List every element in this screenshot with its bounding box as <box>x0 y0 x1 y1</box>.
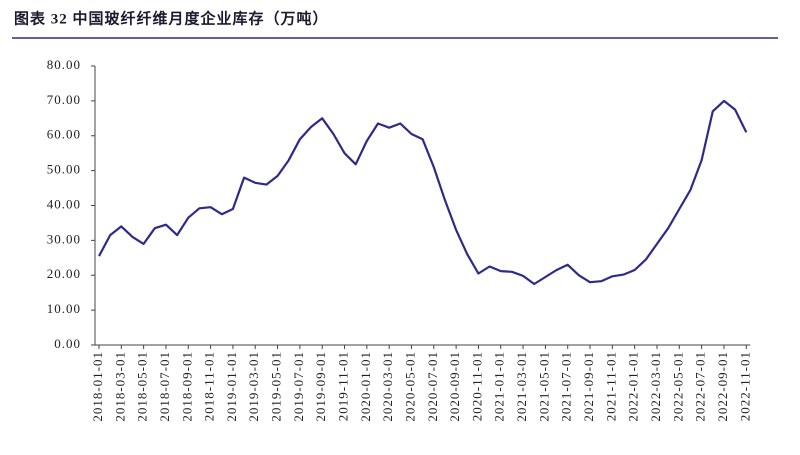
x-tick-label: 2019-01-01 <box>224 351 239 422</box>
x-tick-label: 2021-09-01 <box>581 351 596 422</box>
x-tick-label: 2019-07-01 <box>291 351 306 422</box>
data-line <box>98 99 748 286</box>
y-tick-label: 70.00 <box>47 92 81 107</box>
x-tick-label: 2018-07-01 <box>157 351 172 422</box>
x-tick-label: 2019-09-01 <box>313 351 328 422</box>
x-tick-label: 2020-07-01 <box>425 351 440 422</box>
x-tick-label: 2021-05-01 <box>536 351 551 422</box>
x-tick-label: 2019-11-01 <box>336 351 351 421</box>
x-tick-label: 2020-01-01 <box>358 351 373 422</box>
x-tick-label: 2019-05-01 <box>269 351 284 422</box>
x-tick-label: 2018-11-01 <box>202 351 217 421</box>
x-tick-label: 2020-03-01 <box>380 351 395 422</box>
y-tick-label: 10.00 <box>47 301 81 316</box>
x-tick-label: 2022-05-01 <box>670 351 685 422</box>
y-tick-label: 40.00 <box>47 196 81 211</box>
x-tick-label: 2019-03-01 <box>246 351 261 422</box>
chart-title: 图表 32 中国玻纤纤维月度企业库存（万吨） <box>14 9 329 27</box>
x-tick-label: 2018-09-01 <box>179 351 194 422</box>
y-tick-label: 50.00 <box>47 162 81 177</box>
x-tick-label: 2022-09-01 <box>715 351 730 422</box>
x-tick-label: 2020-09-01 <box>447 351 462 422</box>
x-tick-label: 2020-05-01 <box>402 351 417 422</box>
x-tick-label: 2022-01-01 <box>626 351 641 422</box>
x-tick-label: 2018-05-01 <box>135 351 150 422</box>
y-tick-label: 30.00 <box>47 231 81 246</box>
y-tick-label: 80.00 <box>47 57 81 72</box>
x-tick-label: 2021-07-01 <box>559 351 574 422</box>
x-tick-label: 2022-07-01 <box>693 351 708 422</box>
x-tick-label: 2021-01-01 <box>492 351 507 422</box>
x-tick-label: 2018-03-01 <box>112 351 127 422</box>
y-tick-label: 60.00 <box>47 127 81 142</box>
x-tick-label: 2020-11-01 <box>469 351 484 421</box>
x-tick-label: 2022-03-01 <box>648 351 663 422</box>
x-tick-label: 2018-01-01 <box>90 351 105 422</box>
x-tick-label: 2021-11-01 <box>603 351 618 421</box>
x-tick-label: 2021-03-01 <box>514 351 529 422</box>
y-tick-label: 20.00 <box>47 266 81 281</box>
y-tick-label: 0.00 <box>54 336 81 351</box>
x-tick-label: 2022-11-01 <box>737 351 752 421</box>
